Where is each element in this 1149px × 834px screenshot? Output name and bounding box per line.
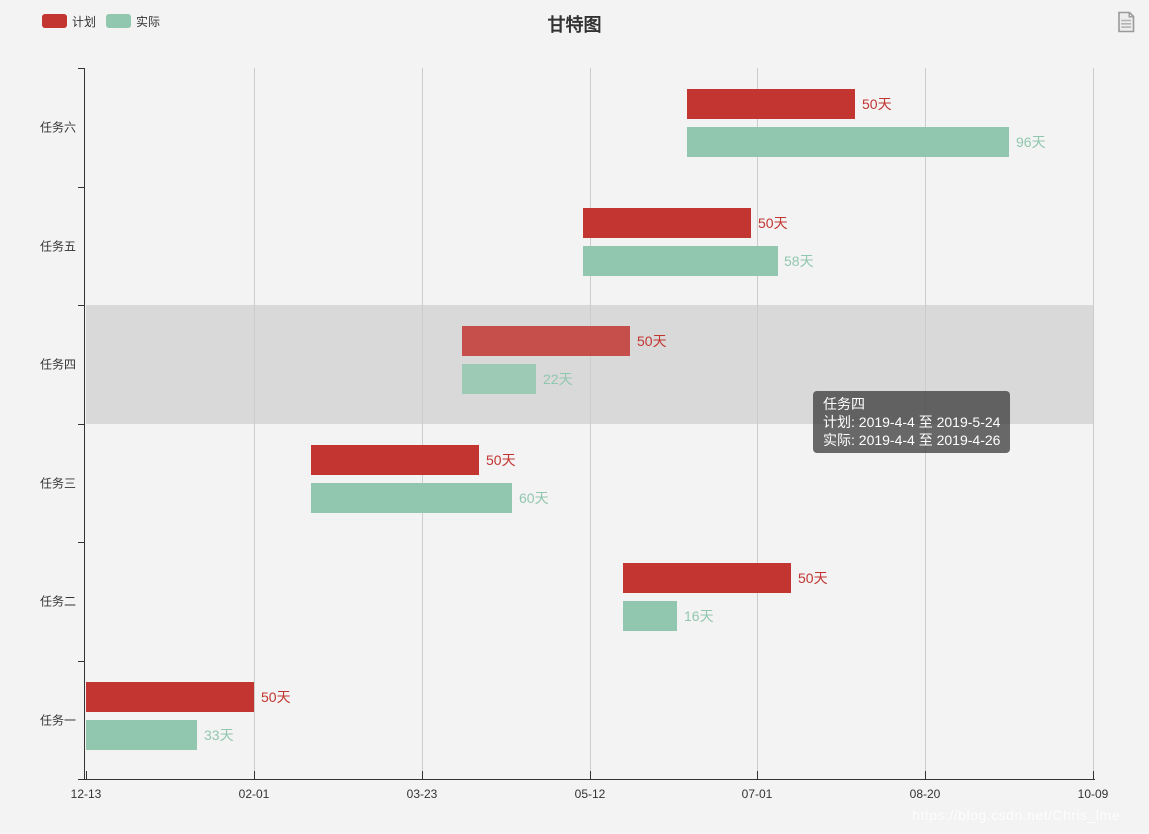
y-axis-tick xyxy=(78,305,85,306)
actual-bar-label-task-6: 96天 xyxy=(1016,134,1046,150)
actual-bar-task-3[interactable] xyxy=(311,483,512,513)
actual-bar-label-task-5: 58天 xyxy=(784,253,814,269)
y-axis-label-task-5: 任务五 xyxy=(39,239,76,254)
x-axis-label-05-12: 05-12 xyxy=(574,787,606,801)
y-axis-tick xyxy=(78,779,85,780)
legend-swatch-actual xyxy=(106,14,132,28)
plan-bar-task-4[interactable] xyxy=(462,326,630,356)
actual-bar-label-task-1: 33天 xyxy=(204,727,234,743)
actual-bar-task-1[interactable] xyxy=(86,720,197,750)
x-axis-label-12-13: 12-13 xyxy=(70,787,102,801)
y-axis-label-task-4: 任务四 xyxy=(39,357,76,372)
plan-bar-task-6[interactable] xyxy=(687,89,855,119)
toolbox-data-view-button[interactable] xyxy=(1115,10,1137,34)
y-axis-tick xyxy=(78,661,85,662)
gridline-02-01 xyxy=(254,68,255,779)
actual-bar-task-2[interactable] xyxy=(623,601,677,631)
y-axis-tick xyxy=(78,187,85,188)
plan-bar-label-task-1: 50天 xyxy=(261,689,291,705)
y-axis-label-task-2: 任务二 xyxy=(39,594,76,609)
actual-bar-task-4[interactable] xyxy=(462,364,536,394)
gridline-07-01 xyxy=(757,68,758,779)
x-axis-label-02-01: 02-01 xyxy=(238,787,270,801)
y-axis-label-task-1: 任务一 xyxy=(39,713,76,728)
actual-bar-label-task-4: 22天 xyxy=(543,371,573,387)
x-axis-tick-07-01 xyxy=(757,771,758,779)
legend: 计划 实际 xyxy=(42,13,160,29)
gridline-08-20 xyxy=(925,68,926,779)
x-axis-label-08-20: 08-20 xyxy=(909,787,941,801)
x-axis-line xyxy=(80,779,1095,780)
x-axis-tick-10-09 xyxy=(1093,771,1094,779)
y-axis-tick xyxy=(78,542,85,543)
actual-bar-task-5[interactable] xyxy=(583,246,778,276)
plan-bar-label-task-3: 50天 xyxy=(486,452,516,468)
actual-bar-label-task-3: 60天 xyxy=(519,490,549,506)
watermark: https://blog.csdn.net/Chris_lme xyxy=(912,807,1120,823)
x-axis-label-10-09: 10-09 xyxy=(1077,787,1109,801)
y-axis-tick xyxy=(78,424,85,425)
plan-bar-task-1[interactable] xyxy=(86,682,254,712)
legend-swatch-plan xyxy=(42,14,67,28)
x-axis-tick-12-13 xyxy=(86,771,87,779)
y-axis-tick xyxy=(78,68,85,69)
legend-label-actual: 实际 xyxy=(136,14,161,29)
y-axis-line xyxy=(84,68,85,779)
gridline-10-09 xyxy=(1093,68,1094,779)
data-view-icon xyxy=(1118,11,1135,33)
gridline-05-12 xyxy=(590,68,591,779)
legend-label-plan: 计划 xyxy=(72,14,97,29)
chart-title: 甘特图 xyxy=(547,15,602,35)
x-axis-tick-08-20 xyxy=(925,771,926,779)
plan-bar-label-task-5: 50天 xyxy=(758,215,788,231)
actual-bar-task-6[interactable] xyxy=(687,127,1009,157)
y-axis-label-task-6: 任务六 xyxy=(39,120,76,135)
plan-bar-task-2[interactable] xyxy=(623,563,791,593)
legend-item-plan[interactable]: 计划 xyxy=(42,13,96,29)
plan-bar-label-task-2: 50天 xyxy=(798,570,828,586)
x-axis-tick-03-23 xyxy=(422,771,423,779)
legend-item-actual[interactable]: 实际 xyxy=(106,13,160,29)
plan-bar-label-task-4: 50天 xyxy=(637,333,667,349)
plan-bar-task-3[interactable] xyxy=(311,445,479,475)
x-axis-tick-05-12 xyxy=(590,771,591,779)
y-axis-label-task-3: 任务三 xyxy=(39,476,76,491)
plan-bar-label-task-6: 50天 xyxy=(862,96,892,112)
x-axis-label-03-23: 03-23 xyxy=(406,787,438,801)
plan-bar-task-5[interactable] xyxy=(583,208,751,238)
gridline-03-23 xyxy=(422,68,423,779)
x-axis-label-07-01: 07-01 xyxy=(741,787,773,801)
actual-bar-label-task-2: 16天 xyxy=(684,608,714,624)
x-axis-tick-02-01 xyxy=(254,771,255,779)
